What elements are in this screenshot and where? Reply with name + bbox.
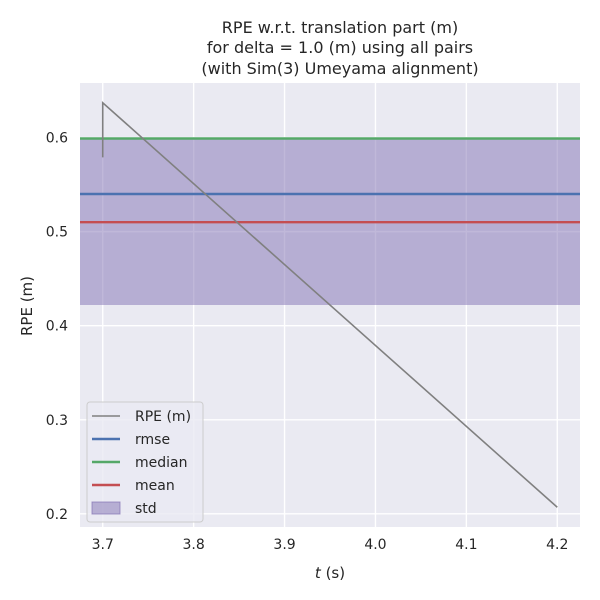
rpe-line <box>101 100 558 508</box>
x-tick-label: 4.1 <box>455 537 477 553</box>
x-tick-label: 4.0 <box>364 537 386 553</box>
stat-lines <box>80 137 580 224</box>
title-line-1: RPE w.r.t. translation part (m) <box>222 18 458 37</box>
x-tick-label: 3.9 <box>273 537 295 553</box>
title-line-3: (with Sim(3) Umeyama alignment) <box>201 59 478 78</box>
x-tick-label: 3.8 <box>183 537 205 553</box>
x-axis-label: t (s) <box>315 564 345 582</box>
y-tick-label: 0.6 <box>46 131 68 147</box>
y-tick-label: 0.3 <box>46 413 68 429</box>
x-axis-label-unit: (s) <box>321 564 345 582</box>
legend-label: std <box>135 501 157 517</box>
legend-label: median <box>135 455 187 471</box>
chart-title: RPE w.r.t. translation part (m) for delt… <box>201 18 478 78</box>
legend-label: mean <box>135 478 175 494</box>
legend-box <box>86 401 204 523</box>
legend-label: rmse <box>135 432 170 448</box>
y-tick-label: 0.4 <box>46 319 68 335</box>
y-tick-label: 0.5 <box>46 225 68 241</box>
rpe-series <box>101 100 558 508</box>
y-tick-label: 0.2 <box>46 507 68 523</box>
x-tick-label: 3.7 <box>92 537 114 553</box>
x-axis-label-var: t <box>315 564 322 582</box>
title-line-2: for delta = 1.0 (m) using all pairs <box>207 38 473 57</box>
x-tick-label: 4.2 <box>546 537 568 553</box>
legend: RPE (m) rmse median mean std <box>86 401 204 523</box>
y-tick-labels: 0.2 0.3 0.4 0.5 0.6 <box>46 131 68 523</box>
legend-swatch-std <box>91 501 121 515</box>
x-tick-labels: 3.7 3.8 3.9 4.0 4.1 4.2 <box>92 537 569 553</box>
y-axis-label: RPE (m) <box>18 276 36 336</box>
legend-label: RPE (m) <box>135 409 191 425</box>
